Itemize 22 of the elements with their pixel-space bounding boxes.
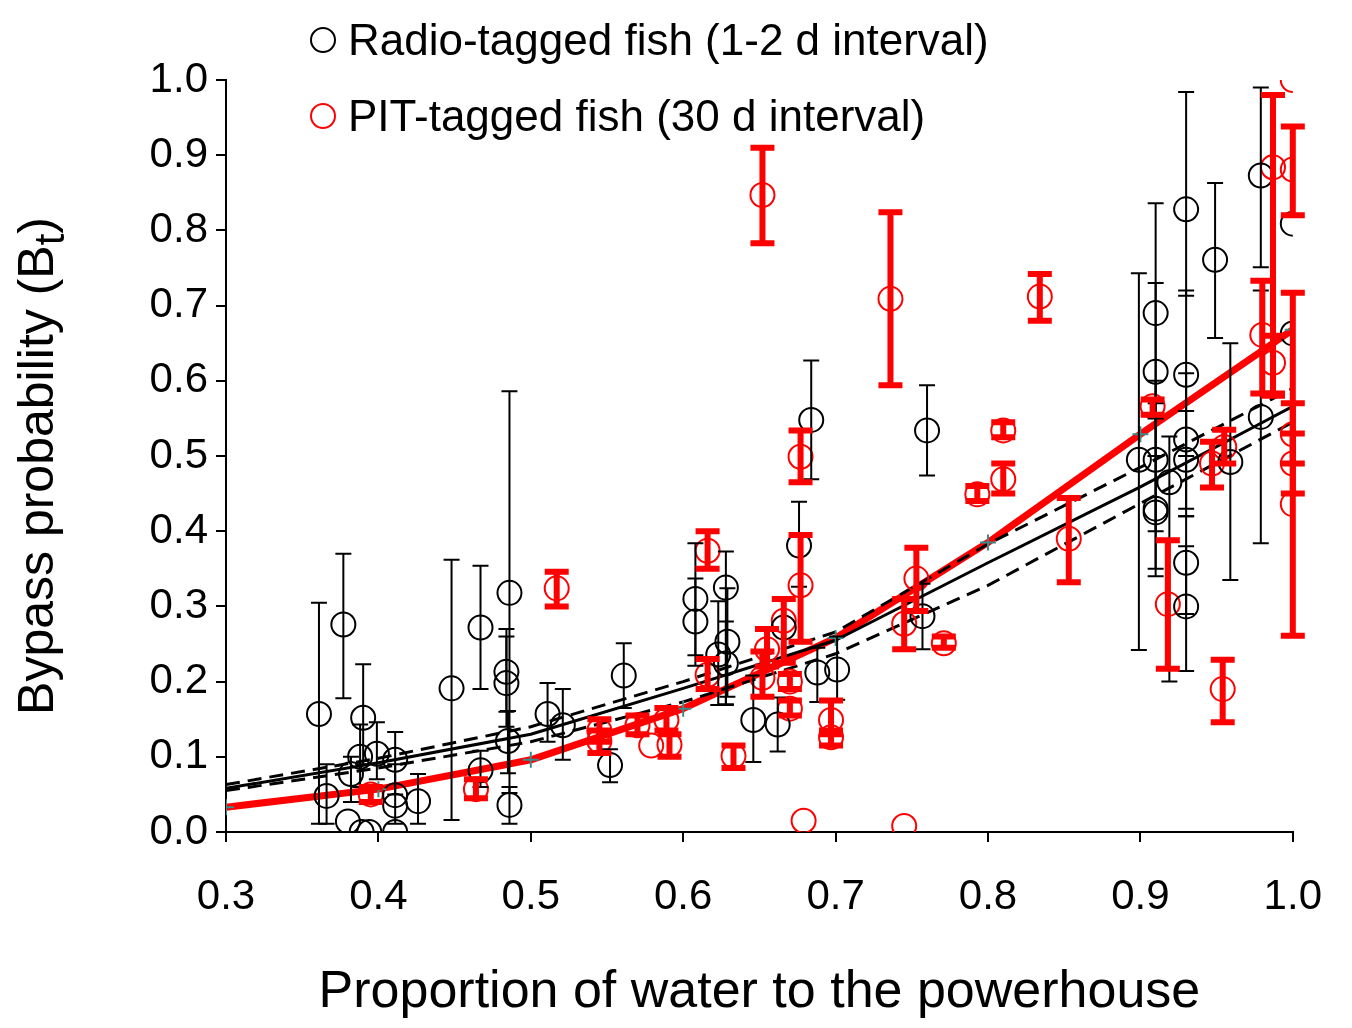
y-tick-label: 0.2 (149, 655, 208, 703)
x-tick-label: 0.7 (806, 870, 865, 918)
y-tick-label: 1.0 (149, 53, 208, 101)
x-tick-label: 1.0 (1263, 870, 1322, 918)
y-tick-label: 0.7 (149, 279, 208, 327)
y-tick-label: 0.5 (149, 429, 208, 477)
x-tick-label: 0.5 (501, 870, 560, 918)
x-tick-label: 0.3 (196, 870, 256, 918)
legend-label: PIT-tagged fish (30 d interval) (348, 90, 926, 142)
y-tick-label: 0.4 (149, 504, 208, 552)
y-tick-label: 0.6 (149, 354, 208, 402)
y-tick-label: 0.9 (149, 128, 208, 176)
y-tick-label: 0.3 (149, 579, 208, 627)
x-tick-label: 0.6 (654, 870, 713, 918)
x-axis-title: Proportion of water to the powerhouse (318, 960, 1201, 1019)
x-tick-label: 0.9 (1111, 870, 1170, 918)
y-tick-label: 0.1 (149, 730, 208, 778)
y-tick-label: 0.8 (149, 203, 208, 251)
x-tick-label: 0.8 (958, 870, 1018, 918)
y-tick-label: 0.0 (149, 805, 208, 853)
x-tick-label: 0.4 (349, 870, 408, 918)
legend-label: Radio-tagged fish (1-2 d interval) (348, 14, 989, 66)
